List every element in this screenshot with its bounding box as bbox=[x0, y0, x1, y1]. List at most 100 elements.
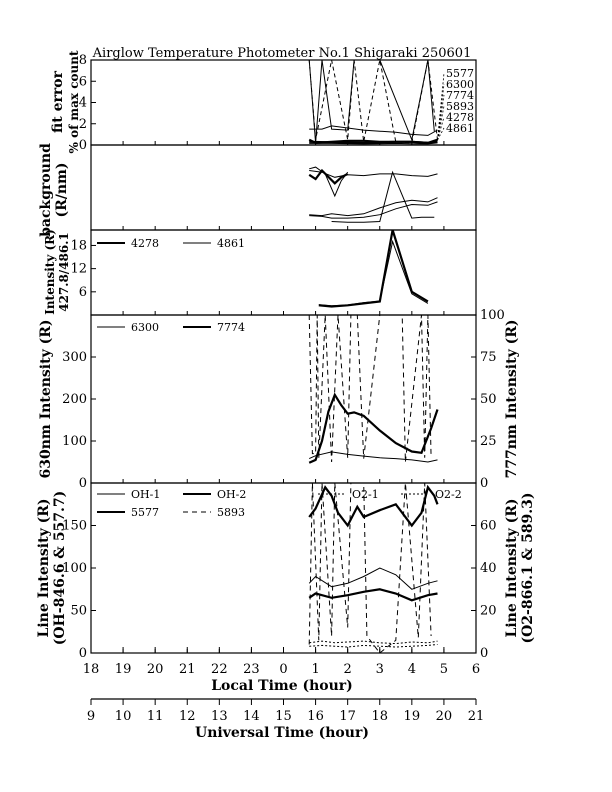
bg-ylabel-2: (R/nm) bbox=[54, 163, 70, 218]
lt-tick-label: 6 bbox=[472, 662, 480, 677]
fit-side-label: 6300 bbox=[446, 78, 474, 91]
int630-series-7774 bbox=[308, 392, 439, 464]
bg-series-b5 bbox=[309, 201, 438, 219]
fit-ylabel-2: % of max count bbox=[67, 50, 81, 153]
fit-side-label: 4278 bbox=[446, 111, 474, 124]
int630-series-5893d bbox=[308, 314, 432, 463]
fit-side-label: 7774 bbox=[446, 89, 474, 102]
fit-ytick-label: 8 bbox=[79, 53, 87, 68]
int4278-series-4861 bbox=[318, 239, 429, 307]
oh-series-o2-2 bbox=[309, 644, 438, 648]
oh-ytick-right-label: 40 bbox=[480, 561, 497, 576]
fit-side-label: 5893 bbox=[446, 100, 474, 113]
ut-tick-label: 17 bbox=[339, 709, 356, 724]
fit-series-5893 bbox=[308, 59, 438, 144]
fit-series-4861 bbox=[309, 142, 438, 145]
l4278-legend-label: 4278 bbox=[131, 237, 159, 250]
ut-tick-label: 16 bbox=[307, 709, 324, 724]
oh-series-5577 bbox=[308, 484, 439, 528]
lo22-legend-label: O2-2 bbox=[435, 488, 462, 501]
fit-ytick-label: 4 bbox=[79, 96, 87, 111]
lt-tick-label: 3 bbox=[376, 662, 384, 677]
int4278-ylabel-1: Intensity (R) bbox=[43, 229, 57, 315]
ut-tick-label: 9 bbox=[87, 709, 95, 724]
bg-series-b3 bbox=[308, 168, 349, 185]
int630-ylabel: 630nm Intensity (R) bbox=[38, 320, 54, 479]
ut-tick-label: 13 bbox=[211, 709, 228, 724]
fit-error-panel bbox=[90, 59, 477, 146]
oh-series-oh-2 bbox=[308, 588, 438, 602]
chart-title: Airglow Temperature Photometer No.1 Shig… bbox=[92, 46, 472, 61]
bg-ylabel-1: background bbox=[38, 143, 54, 237]
l7774-legend-label: 7774 bbox=[217, 321, 245, 334]
fit-side-label: 5577 bbox=[446, 67, 474, 80]
int4278-ytick-label: 18 bbox=[70, 238, 87, 253]
lt-tick-label: 23 bbox=[243, 662, 260, 677]
fit-ylabel-1: fit error bbox=[50, 70, 66, 133]
ut-axis-label: Universal Time (hour) bbox=[195, 725, 369, 741]
oh-ytick-label: 150 bbox=[62, 519, 87, 534]
o2-ylabel-1: Line Intensity (R) bbox=[504, 499, 520, 638]
int630-ytick-right-label: 25 bbox=[480, 434, 497, 449]
fit-ytick-label: 6 bbox=[79, 74, 87, 89]
lt-tick-label: 0 bbox=[279, 662, 287, 677]
oh-series-o2-1 bbox=[309, 640, 438, 645]
int4278-ytick-label: 6 bbox=[79, 285, 87, 300]
bg-series-b1 bbox=[309, 170, 438, 178]
int630-ytick-right-label: 50 bbox=[480, 392, 497, 407]
fit-series-4278 bbox=[309, 140, 438, 145]
bg-series-b4 bbox=[309, 197, 438, 217]
int630-ytick-label: 0 bbox=[79, 476, 87, 491]
ut-tick-label: 19 bbox=[404, 709, 421, 724]
bg-series-b2 bbox=[309, 166, 349, 198]
fit-leader-line bbox=[437, 94, 445, 141]
bg-series-b6 bbox=[331, 170, 435, 223]
lt-tick-label: 1 bbox=[311, 662, 319, 677]
ut-tick-label: 15 bbox=[275, 709, 292, 724]
l4861-legend-label: 4861 bbox=[217, 237, 245, 250]
int630-ytick-right-label: 75 bbox=[480, 350, 497, 365]
loh1-legend-label: OH-1 bbox=[131, 488, 160, 501]
ut-tick-label: 10 bbox=[115, 709, 132, 724]
oh-ylabel-2: (OH-846.6 & 557.7) bbox=[52, 491, 68, 646]
int777-ylabel: 777nm Intensity (R) bbox=[504, 320, 520, 479]
lt-tick-label: 22 bbox=[211, 662, 228, 677]
fit-leader-line bbox=[437, 72, 445, 141]
oh-ytick-label: 100 bbox=[62, 561, 87, 576]
ut-tick-label: 11 bbox=[147, 709, 164, 724]
lt-tick-label: 20 bbox=[147, 662, 164, 677]
fit-ytick-label: 0 bbox=[79, 138, 87, 153]
ut-tick-label: 12 bbox=[179, 709, 196, 724]
lt-tick-label: 18 bbox=[83, 662, 100, 677]
fit-leader-line bbox=[437, 105, 445, 141]
l5577-legend-label: 5577 bbox=[131, 506, 159, 519]
ut-tick-label: 20 bbox=[436, 709, 453, 724]
fit-ytick-label: 2 bbox=[79, 117, 87, 132]
l6300-legend-label: 6300 bbox=[131, 321, 159, 334]
int630-ytick-right-label: 0 bbox=[480, 476, 488, 491]
int630-series-6300 bbox=[308, 451, 438, 463]
oh-ytick-label: 0 bbox=[79, 646, 87, 661]
loh2-legend-label: OH-2 bbox=[217, 488, 246, 501]
l5893-legend-label: 5893 bbox=[217, 506, 245, 519]
int630-ytick-label: 300 bbox=[62, 350, 87, 365]
fit-leader-line bbox=[437, 127, 445, 141]
lt-tick-label: 2 bbox=[344, 662, 352, 677]
int630-ytick-right-label: 100 bbox=[480, 308, 505, 323]
fit-leader-line bbox=[437, 116, 445, 141]
fit-series-6300 bbox=[309, 125, 438, 136]
oh-ytick-label: 50 bbox=[70, 604, 87, 619]
lt-tick-label: 21 bbox=[179, 662, 196, 677]
ut-tick-label: 14 bbox=[243, 709, 260, 724]
oh-series-oh-1 bbox=[308, 567, 438, 590]
int630-ytick-label: 200 bbox=[62, 392, 87, 407]
oh-ylabel-1: Line Intensity (R) bbox=[36, 499, 52, 638]
ut-tick-label: 21 bbox=[468, 709, 485, 724]
fit-side-label: 4861 bbox=[446, 122, 474, 135]
ut-tick-label: 18 bbox=[371, 709, 388, 724]
lt-axis-label: Local Time (hour) bbox=[211, 678, 353, 694]
int4278-series-4278 bbox=[318, 229, 429, 308]
int630-ytick-label: 100 bbox=[62, 434, 87, 449]
lt-tick-label: 4 bbox=[408, 662, 416, 677]
